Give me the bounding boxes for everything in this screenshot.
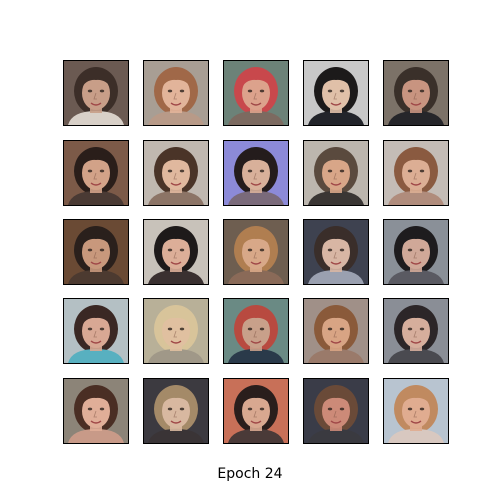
generated-face-2 [143, 60, 209, 126]
face-image [144, 379, 208, 443]
generated-face-24 [303, 378, 369, 444]
generated-face-12 [143, 219, 209, 285]
generated-face-15 [383, 219, 449, 285]
face-image [224, 379, 288, 443]
face-image [384, 61, 448, 125]
generated-face-22 [143, 378, 209, 444]
generated-face-4 [303, 60, 369, 126]
face-image [224, 61, 288, 125]
face-image [384, 141, 448, 205]
face-image [304, 379, 368, 443]
generated-face-16 [63, 298, 129, 364]
generated-face-1 [63, 60, 129, 126]
generated-face-25 [383, 378, 449, 444]
generated-face-10 [383, 140, 449, 206]
generated-face-20 [383, 298, 449, 364]
face-image [304, 61, 368, 125]
generated-face-6 [63, 140, 129, 206]
generated-face-7 [143, 140, 209, 206]
generated-face-19 [303, 298, 369, 364]
face-image [224, 141, 288, 205]
face-image [224, 220, 288, 284]
generated-face-11 [63, 219, 129, 285]
face-image [224, 299, 288, 363]
face-image [144, 141, 208, 205]
face-image [144, 61, 208, 125]
generated-face-18 [223, 298, 289, 364]
generated-face-13 [223, 219, 289, 285]
face-image [64, 299, 128, 363]
epoch-caption: Epoch 24 [217, 466, 283, 482]
generated-face-17 [143, 298, 209, 364]
face-image [64, 61, 128, 125]
sample-grid [63, 60, 449, 444]
face-image [304, 141, 368, 205]
face-image [144, 220, 208, 284]
generated-face-8 [223, 140, 289, 206]
generated-face-23 [223, 378, 289, 444]
generated-face-14 [303, 219, 369, 285]
generated-face-3 [223, 60, 289, 126]
face-image [304, 220, 368, 284]
face-image [304, 299, 368, 363]
face-image [384, 299, 448, 363]
face-image [64, 220, 128, 284]
generated-face-9 [303, 140, 369, 206]
face-image [144, 299, 208, 363]
generated-face-5 [383, 60, 449, 126]
face-image [384, 379, 448, 443]
face-image [384, 220, 448, 284]
face-image [64, 141, 128, 205]
face-image [64, 379, 128, 443]
generated-face-21 [63, 378, 129, 444]
